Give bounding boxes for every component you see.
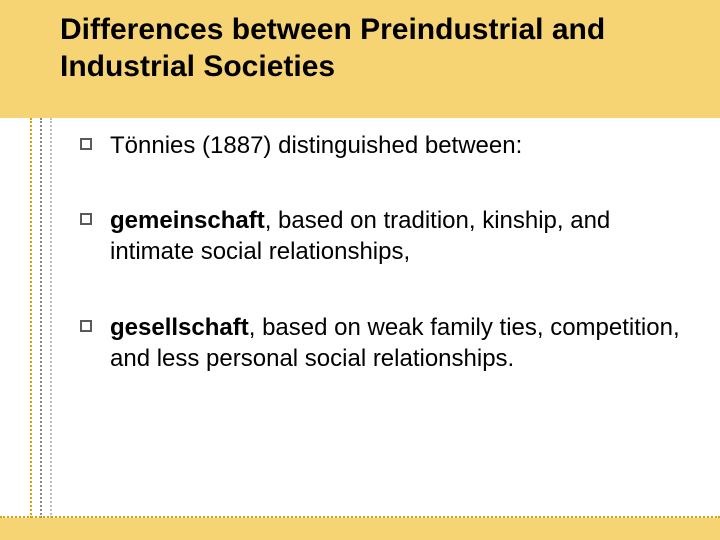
bullet-item: gesellschaft, based on weak family ties,… [80, 312, 680, 374]
slide-title: Differences between Preindustrial and In… [60, 12, 680, 85]
bullet-bold: gemeinschaft [110, 207, 265, 234]
bullet-bold: gesellschaft [110, 314, 249, 341]
footer-band [0, 518, 720, 540]
bullet-text: gesellschaft, based on weak family ties,… [110, 312, 680, 374]
bullet-marker-icon [80, 138, 92, 150]
rail-line-3 [50, 118, 52, 518]
bullet-item: Tönnies (1887) distinguished between: [80, 130, 680, 161]
rail-line-1 [30, 118, 32, 518]
bullet-text: gemeinschaft, based on tradition, kinshi… [110, 205, 680, 267]
bullet-marker-icon [80, 213, 92, 225]
content-area: Tönnies (1887) distinguished between: ge… [80, 130, 680, 418]
bullet-marker-icon [80, 320, 92, 332]
bullet-plain-before: Tönnies (1887) distinguished between: [110, 132, 522, 159]
bullet-item: gemeinschaft, based on tradition, kinshi… [80, 205, 680, 267]
left-rail [0, 118, 58, 518]
slide: Differences between Preindustrial and In… [0, 0, 720, 540]
rail-line-2 [40, 118, 42, 518]
bullet-text: Tönnies (1887) distinguished between: [110, 130, 522, 161]
